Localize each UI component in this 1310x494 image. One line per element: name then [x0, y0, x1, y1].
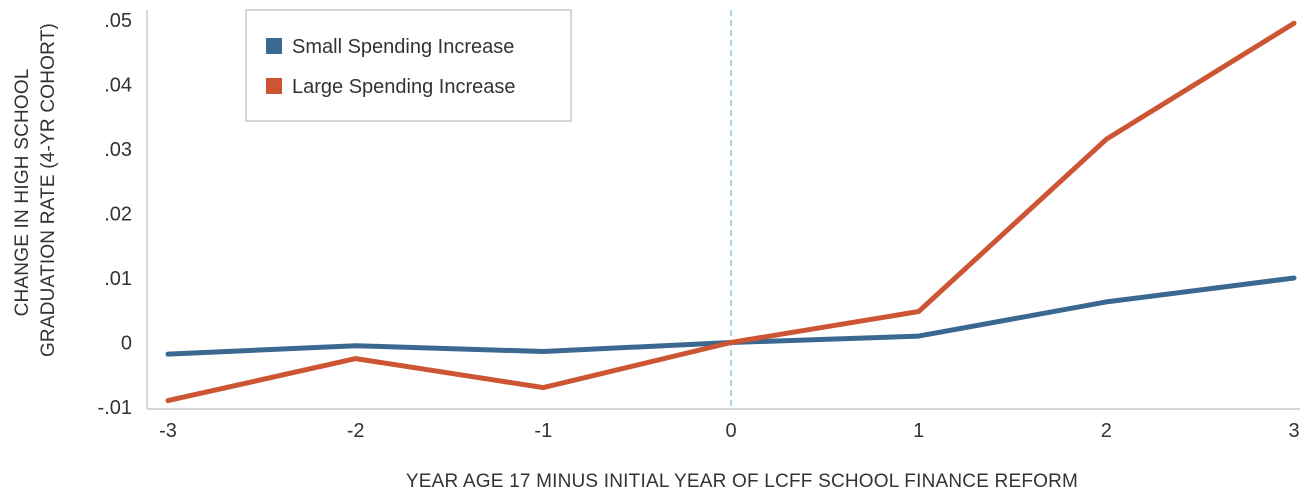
x-tick-label: 3	[1288, 420, 1299, 442]
y-axis-title: CHANGE IN HIGH SCHOOL GRADUATION RATE (4…	[12, 23, 59, 357]
y-tick-label: .04	[104, 75, 132, 97]
legend-label-large: Large Spending Increase	[292, 76, 516, 98]
x-tick-label: 0	[725, 420, 736, 442]
series-line-large-spending	[165, 20, 1297, 404]
legend-label-small: Small Spending Increase	[292, 36, 514, 58]
legend-swatch-small	[266, 38, 282, 54]
x-tick-labels: -3 -2 -1 0 1 2 3	[159, 420, 1299, 442]
x-tick-label: -2	[347, 420, 365, 442]
x-tick-label: 1	[913, 420, 924, 442]
legend-box	[245, 9, 572, 122]
y-tick-label: -.01	[98, 397, 132, 419]
x-tick-label: 2	[1101, 420, 1112, 442]
y-axis-title-line-1: CHANGE IN HIGH SCHOOL	[12, 69, 33, 316]
x-axis-title: YEAR AGE 17 MINUS INITIAL YEAR OF LCFF S…	[406, 471, 1078, 492]
x-tick-label: -3	[159, 420, 177, 442]
y-tick-label: 0	[121, 333, 132, 355]
x-tick-label: -1	[534, 420, 552, 442]
legend-swatch-large	[266, 78, 282, 94]
y-tick-label: .03	[104, 139, 132, 161]
y-tick-labels: -.01 0 .01 .02 .03 .04 .05	[98, 10, 132, 419]
y-tick-label: .01	[104, 268, 132, 290]
y-tick-label: .02	[104, 204, 132, 226]
legend: Small Spending Increase Large Spending I…	[245, 9, 572, 122]
y-tick-label: .05	[104, 10, 132, 32]
series-lines	[165, 20, 1297, 404]
y-axis-title-line-2: GRADUATION RATE (4-YR COHORT)	[38, 23, 59, 357]
